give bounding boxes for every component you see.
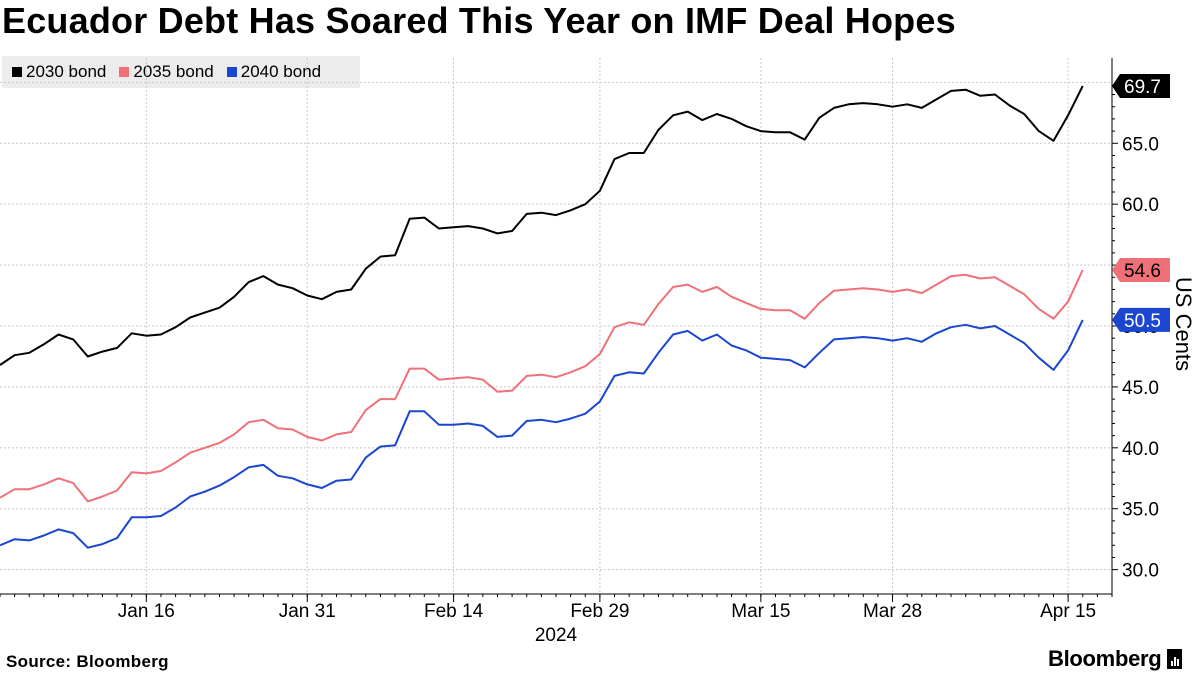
end-label-2035-bond: 54.6 bbox=[1112, 257, 1170, 282]
series-line-2030-bond bbox=[0, 85, 1084, 366]
x-tick-label: Feb 29 bbox=[570, 601, 629, 622]
x-axis-year-label: 2024 bbox=[535, 625, 578, 646]
source-note: Source: Bloomberg bbox=[6, 652, 169, 671]
legend-item-2040: 2040 bond bbox=[226, 62, 322, 82]
end-label-2040-bond-box bbox=[1112, 307, 1170, 332]
end-label-2040-bond-text: 50.5 bbox=[1124, 311, 1161, 332]
y-axis-label: US Cents bbox=[1171, 277, 1196, 371]
legend-item-2030: 2030 bond bbox=[12, 62, 106, 82]
y-tick-label: 45.0 bbox=[1122, 378, 1159, 399]
end-labels: 69.7 54.6 50.5 bbox=[1112, 74, 1170, 332]
chart-title: Ecuador Debt Has Soared This Year on IMF… bbox=[2, 0, 956, 41]
end-label-2030-bond: 69.7 bbox=[1112, 74, 1170, 99]
end-label-2035-bond-box bbox=[1112, 257, 1170, 282]
end-label-2040-bond: 50.5 bbox=[1112, 307, 1170, 332]
bloomberg-terminal-icon bbox=[1167, 649, 1183, 669]
x-tick-label: Apr 15 bbox=[1040, 601, 1096, 622]
x-tick-label: Feb 14 bbox=[424, 601, 484, 622]
x-tick-label: Mar 28 bbox=[863, 601, 922, 622]
brand-logo: Bloomberg bbox=[1048, 646, 1183, 672]
legend-label-2040: 2040 bond bbox=[240, 62, 322, 81]
legend-label-2035: 2035 bond bbox=[133, 62, 214, 81]
y-tick-label: 30.0 bbox=[1122, 561, 1159, 582]
end-label-2035-bond-text: 54.6 bbox=[1124, 261, 1161, 282]
y-tick-label: 60.0 bbox=[1122, 195, 1159, 216]
gridlines bbox=[0, 58, 1112, 594]
y-tick-label: 35.0 bbox=[1122, 500, 1159, 521]
legend-swatch-2035 bbox=[119, 67, 130, 77]
x-tick-label: Mar 15 bbox=[731, 601, 790, 622]
y-tick-label: 40.0 bbox=[1122, 439, 1159, 460]
brand-name: Bloomberg bbox=[1048, 646, 1162, 671]
series-line-2040-bond bbox=[0, 319, 1084, 549]
legend-swatch-2040 bbox=[226, 67, 237, 77]
x-tick-label: Jan 16 bbox=[118, 601, 175, 622]
series-line-2035-bond bbox=[0, 269, 1084, 503]
end-label-2030-bond-box bbox=[1112, 74, 1170, 99]
end-label-2030-bond-text: 69.7 bbox=[1124, 77, 1161, 98]
legend-label-2030: 2030 bond bbox=[26, 62, 107, 81]
series-lines bbox=[0, 85, 1084, 549]
legend-swatch-2030 bbox=[12, 67, 22, 77]
x-tick-label: Jan 31 bbox=[279, 601, 336, 622]
legend-item-2035: 2035 bond bbox=[119, 62, 214, 82]
y-tick-label: 65.0 bbox=[1122, 134, 1159, 155]
